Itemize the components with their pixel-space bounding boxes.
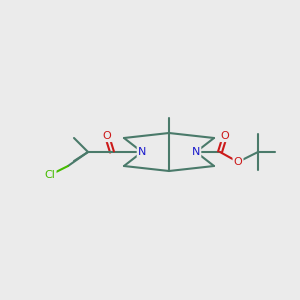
Text: N: N <box>192 147 200 157</box>
Text: O: O <box>234 157 242 167</box>
Text: O: O <box>103 131 111 141</box>
Text: N: N <box>138 147 146 157</box>
Text: O: O <box>220 131 230 141</box>
Text: Cl: Cl <box>45 170 56 180</box>
